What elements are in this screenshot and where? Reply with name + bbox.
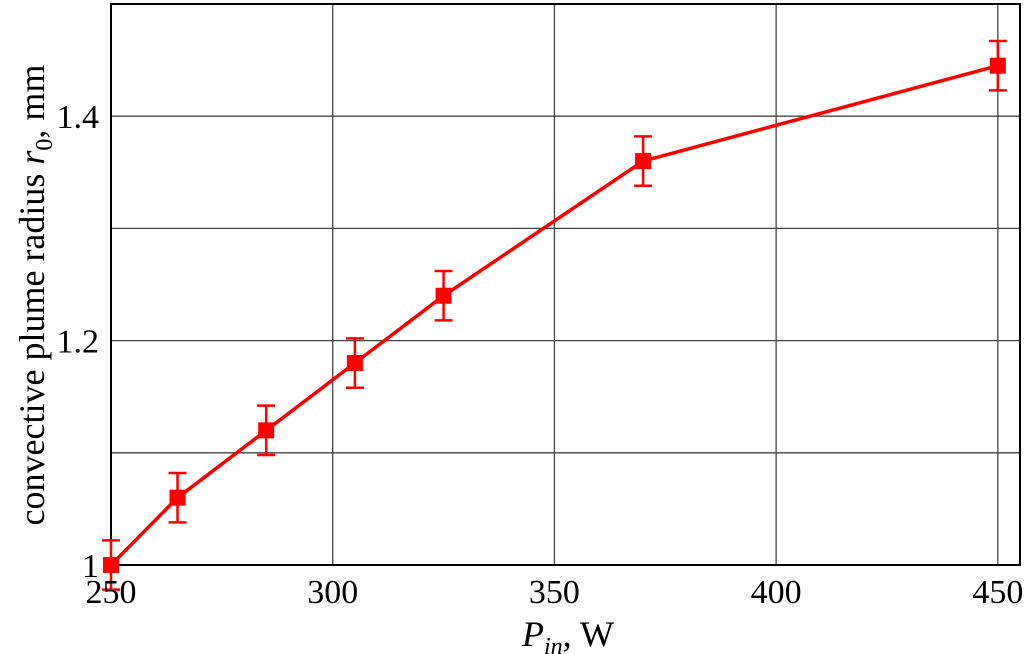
y-tick-label: 1 <box>82 548 99 585</box>
data-point-marker <box>346 355 363 372</box>
y-tick-label: 1.4 <box>57 99 100 136</box>
grid <box>110 4 1020 566</box>
y-axis-label: convective plume radius r0, mm <box>12 65 58 526</box>
series-layer <box>102 39 1007 591</box>
data-point-marker <box>435 287 452 304</box>
x-tick-label: 450 <box>972 574 1023 611</box>
y-tick-label: 1.2 <box>57 324 100 361</box>
data-point-marker <box>989 57 1006 74</box>
data-point-marker <box>258 422 275 439</box>
tick-labels: 250 300 350 400 450 1 1.2 1.4 <box>57 99 1024 611</box>
data-point-marker <box>103 557 119 573</box>
plot-frame <box>110 3 1021 566</box>
x-tick-label: 250 <box>86 574 137 611</box>
data-point-marker <box>635 153 652 170</box>
data-point-marker <box>169 489 186 506</box>
x-tick-label: 400 <box>751 574 802 611</box>
x-tick-label: 350 <box>529 574 580 611</box>
x-tick-label: 300 <box>307 574 358 611</box>
x-axis-label: Pin, W <box>521 614 614 654</box>
